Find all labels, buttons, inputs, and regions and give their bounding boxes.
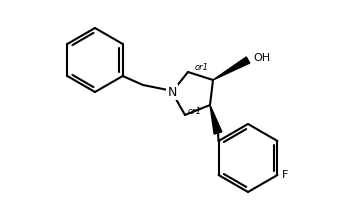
Text: or1: or1 [195,63,209,72]
Polygon shape [210,105,222,134]
Text: OH: OH [253,53,270,63]
Text: N: N [167,86,177,98]
Text: F: F [282,170,288,180]
Text: or1: or1 [188,107,202,116]
Polygon shape [213,57,250,80]
